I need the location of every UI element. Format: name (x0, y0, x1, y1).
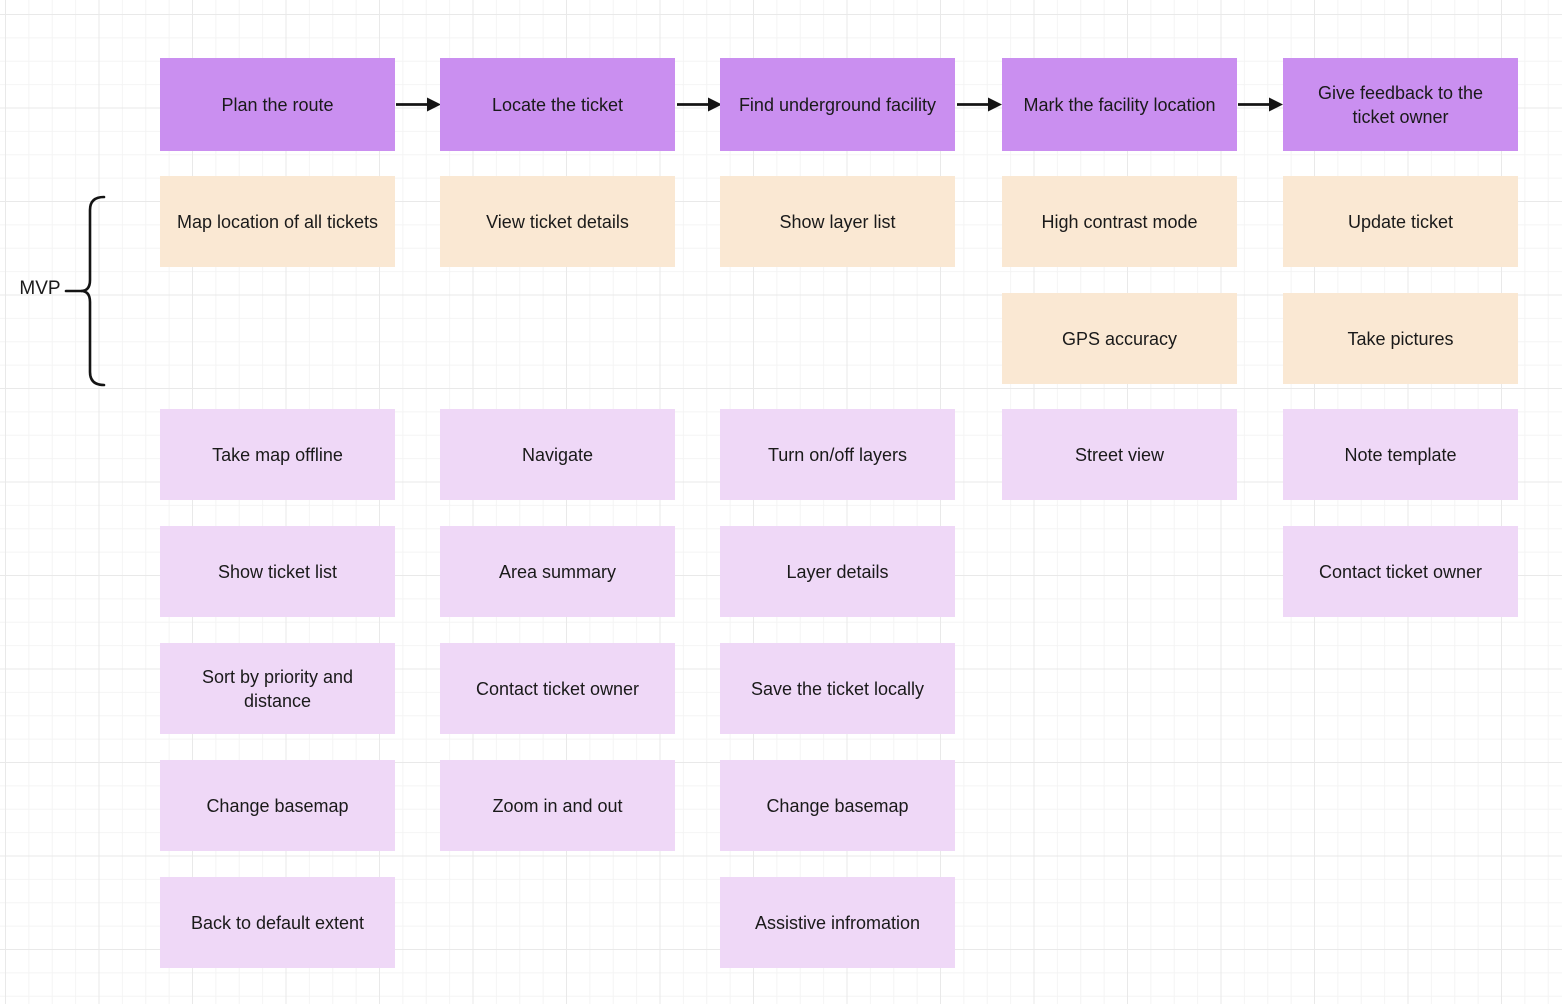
feature-card[interactable]: Area summary (440, 526, 675, 617)
feature-card[interactable]: Take map offline (160, 409, 395, 500)
arrow-head (1269, 97, 1283, 112)
feature-card[interactable]: Navigate (440, 409, 675, 500)
arrow-head (427, 97, 441, 112)
feature-card[interactable]: Sort by priority and distance (160, 643, 395, 734)
feature-card[interactable]: Note template (1283, 409, 1518, 500)
arrow-head (988, 97, 1002, 112)
flow-arrow[interactable] (395, 95, 441, 114)
feature-card[interactable]: Assistive infromation (720, 877, 955, 968)
mvp-feature-card[interactable]: View ticket details (440, 176, 675, 267)
mvp-brace[interactable] (64, 194, 108, 392)
mvp-brace-curve (80, 195, 106, 387)
feature-card[interactable]: Change basemap (160, 760, 395, 851)
feature-card[interactable]: Turn on/off layers (720, 409, 955, 500)
feature-card[interactable]: Contact ticket owner (1283, 526, 1518, 617)
flow-arrow[interactable] (1237, 95, 1283, 114)
step-card[interactable]: Find underground facility (720, 58, 955, 151)
step-card[interactable]: Plan the route (160, 58, 395, 151)
flow-arrow[interactable] (956, 95, 1002, 114)
mvp-feature-card[interactable]: High contrast mode (1002, 176, 1237, 267)
mvp-label[interactable]: MVP (19, 278, 61, 299)
feature-card[interactable]: Save the ticket locally (720, 643, 955, 734)
feature-card[interactable]: Zoom in and out (440, 760, 675, 851)
mvp-feature-card[interactable]: Update ticket (1283, 176, 1518, 267)
arrow-head (708, 97, 722, 112)
flow-arrow[interactable] (676, 95, 722, 114)
mvp-feature-card[interactable]: GPS accuracy (1002, 293, 1237, 384)
mvp-feature-card[interactable]: Show layer list (720, 176, 955, 267)
step-card[interactable]: Give feedback to the ticket owner (1283, 58, 1518, 151)
feature-card[interactable]: Street view (1002, 409, 1237, 500)
mvp-feature-card[interactable]: Take pictures (1283, 293, 1518, 384)
mvp-feature-card[interactable]: Map location of all tickets (160, 176, 395, 267)
feature-card[interactable]: Change basemap (720, 760, 955, 851)
step-card[interactable]: Locate the ticket (440, 58, 675, 151)
feature-card[interactable]: Contact ticket owner (440, 643, 675, 734)
feature-card[interactable]: Layer details (720, 526, 955, 617)
step-card[interactable]: Mark the facility location (1002, 58, 1237, 151)
feature-card[interactable]: Back to default extent (160, 877, 395, 968)
feature-card[interactable]: Show ticket list (160, 526, 395, 617)
